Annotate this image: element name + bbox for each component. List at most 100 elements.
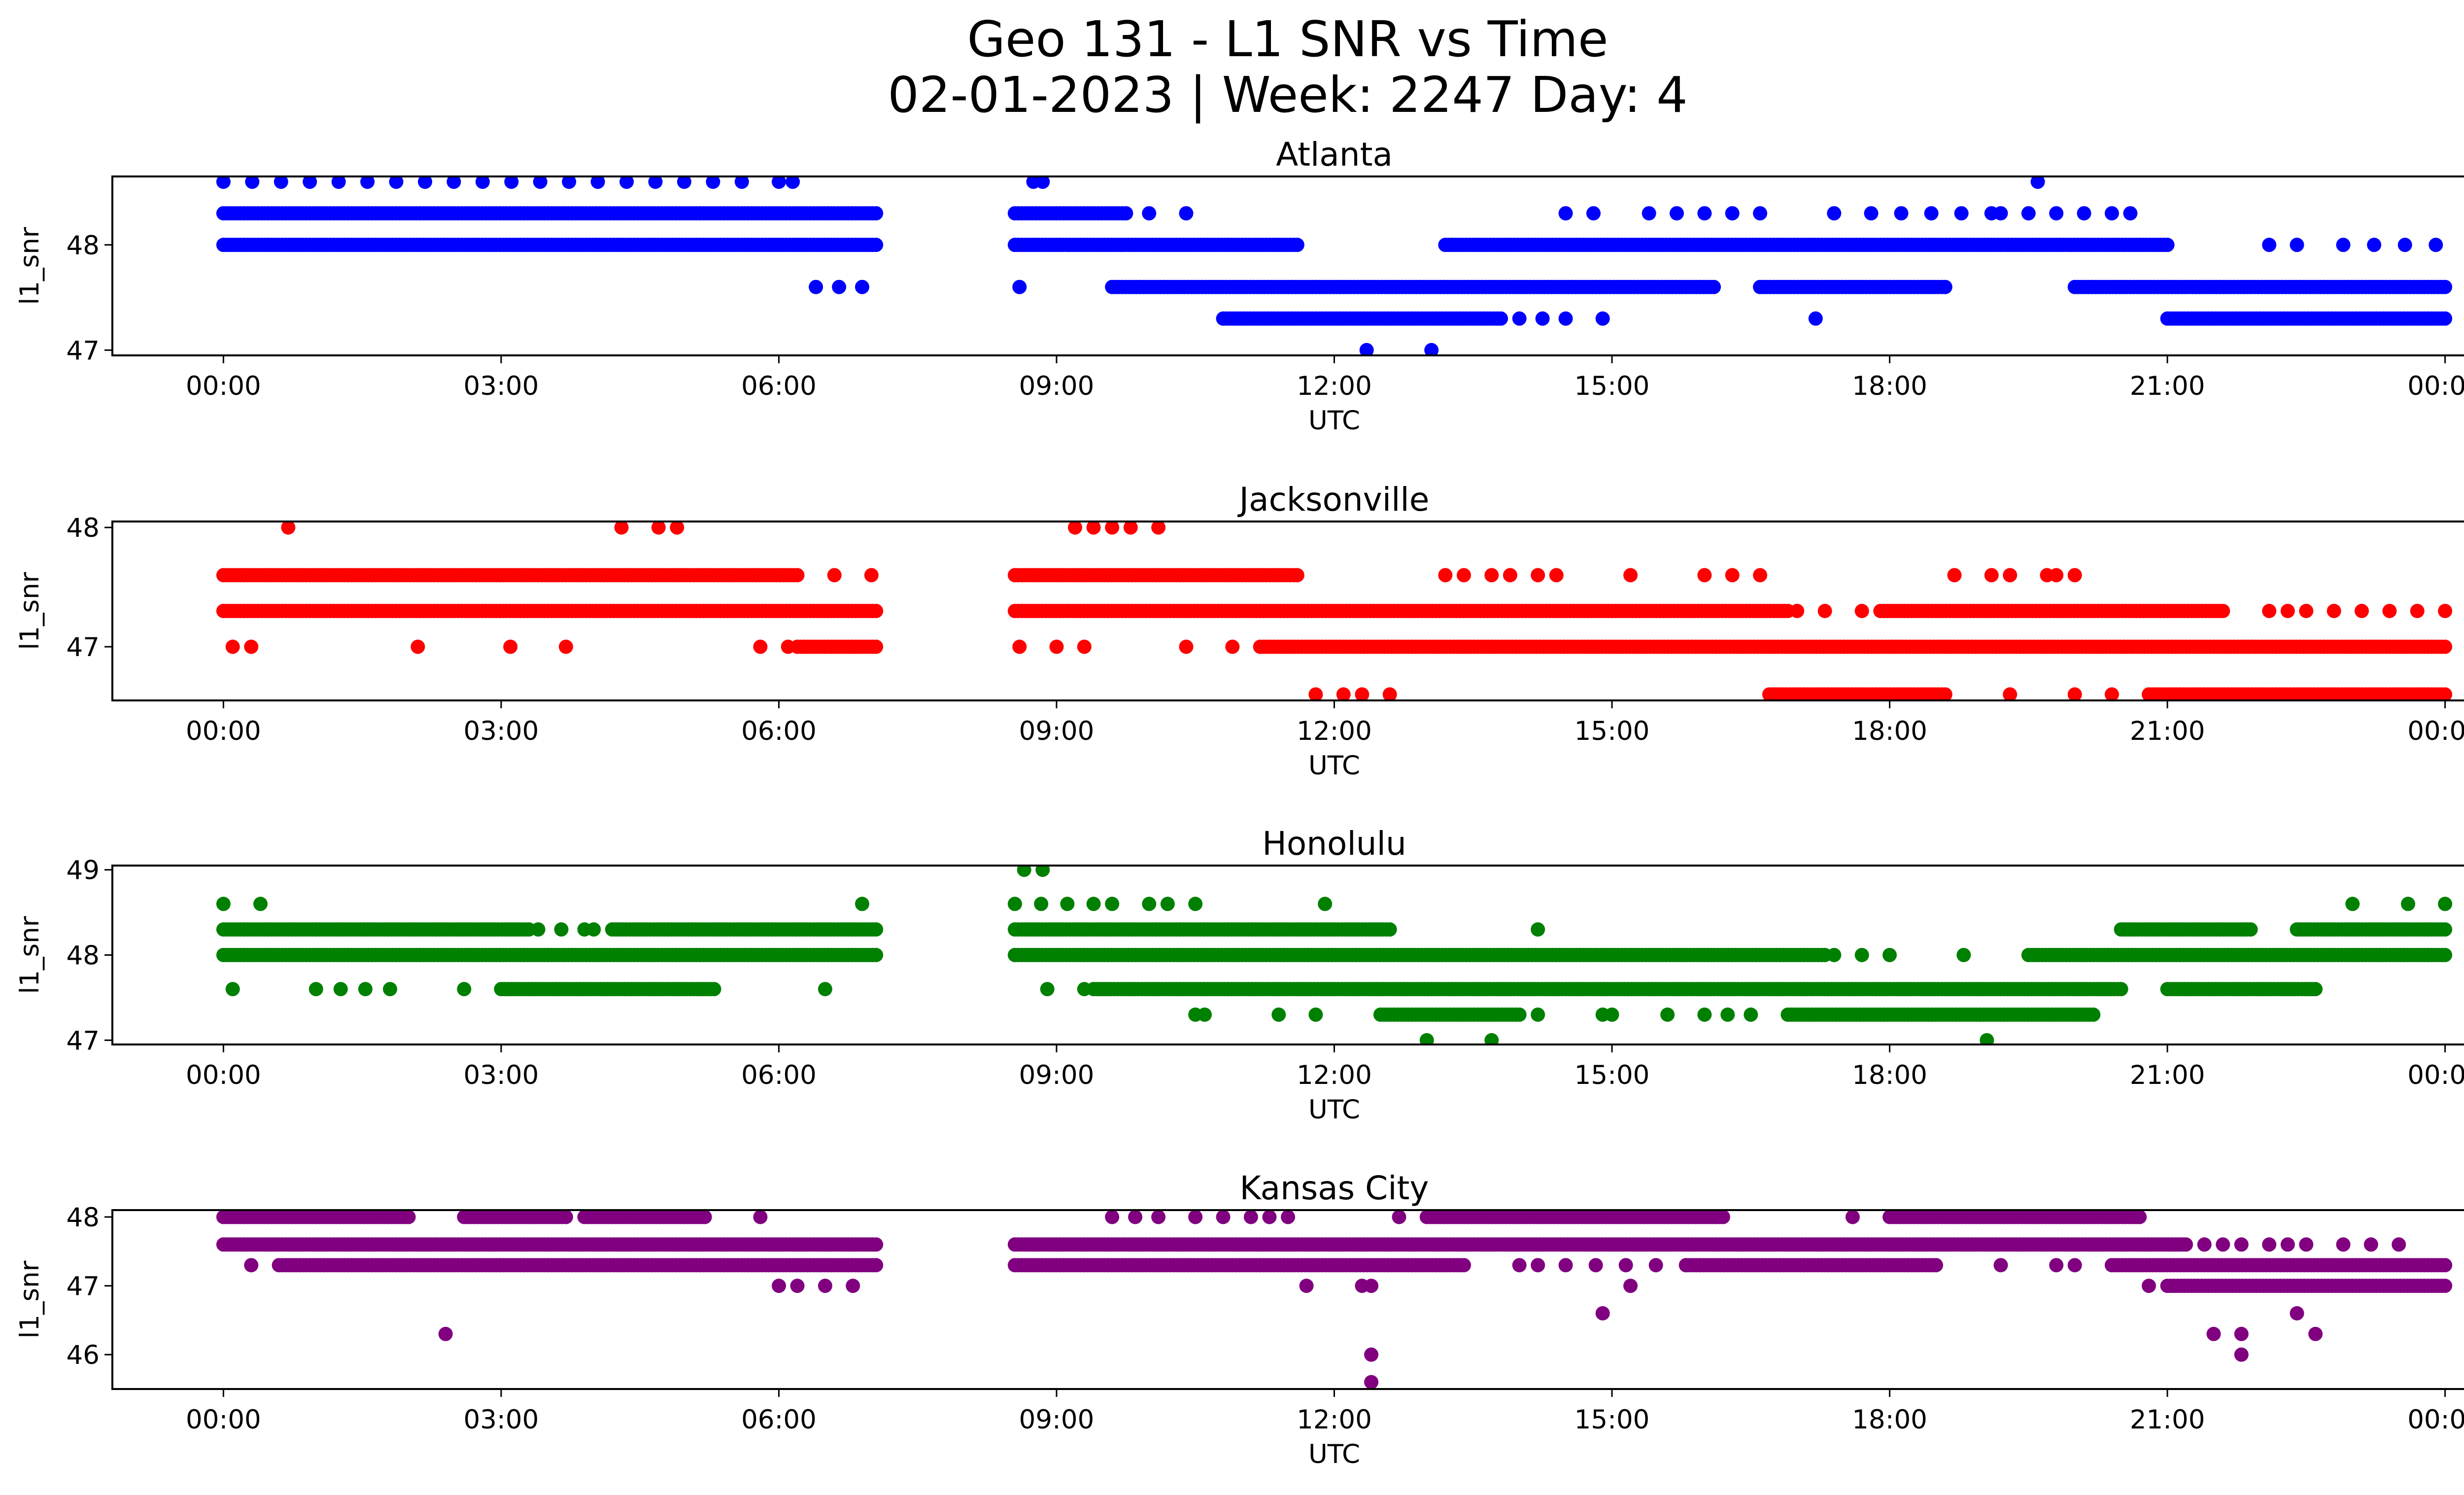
- data-point: [1225, 639, 1240, 654]
- data-point: [2290, 238, 2304, 252]
- x-tick-label: 18:00: [1852, 1060, 1927, 1090]
- data-point: [1503, 568, 1517, 583]
- y-tick-label: 47: [67, 1026, 100, 1056]
- data-point: [1281, 1210, 1296, 1224]
- data-point: [253, 897, 268, 911]
- data-point: [1595, 311, 1610, 326]
- data-point: [790, 568, 805, 583]
- x-tick-label: 12:00: [1297, 1060, 1372, 1090]
- data-point: [648, 176, 663, 189]
- x-tick-label: 09:00: [1019, 716, 1095, 746]
- data-point: [383, 982, 397, 997]
- data-point: [1984, 568, 1999, 583]
- data-point: [1119, 206, 1133, 221]
- snr-level-48-6-points: [216, 897, 2453, 911]
- snr-level-47-6-points: [827, 568, 2082, 583]
- data-point: [1817, 604, 1832, 618]
- data-point: [1938, 279, 1952, 294]
- data-point: [1753, 206, 1768, 221]
- scatter-series-kansas-city: [216, 1210, 2453, 1389]
- data-point: [504, 176, 519, 189]
- data-point: [855, 279, 869, 294]
- data-point: [562, 176, 577, 189]
- data-point: [1012, 279, 1027, 294]
- x-tick-label: 00:00: [186, 716, 261, 746]
- x-tick-label: 06:00: [741, 716, 817, 746]
- data-point: [1864, 206, 1879, 221]
- x-tick-label: 15:00: [1574, 716, 1650, 746]
- snr-level-48-points: [216, 238, 2175, 252]
- data-point: [245, 176, 260, 189]
- data-point: [2355, 604, 2369, 618]
- data-point: [1308, 687, 1323, 700]
- data-point: [707, 982, 721, 997]
- x-tick-label: 18:00: [1852, 716, 1927, 746]
- snr-level-47-points: [225, 639, 1240, 654]
- data-point: [706, 176, 720, 189]
- y-tick-label: 49: [67, 856, 100, 886]
- data-point: [1697, 206, 1712, 221]
- data-point: [1355, 687, 1369, 700]
- data-point: [2114, 982, 2128, 997]
- x-tick-label: 21:00: [2130, 371, 2205, 401]
- data-point: [1068, 522, 1082, 535]
- snr-level-48-points: [1827, 948, 1971, 962]
- snr-level-46-6-points: [1762, 687, 2453, 700]
- data-point: [1017, 866, 1031, 877]
- data-point: [533, 176, 548, 189]
- data-point: [1336, 687, 1351, 700]
- data-point: [1271, 1008, 1286, 1022]
- data-point: [1484, 568, 1499, 583]
- data-point: [1142, 206, 1157, 221]
- data-point: [2021, 206, 2036, 221]
- subplot-title: Jacksonville: [1237, 481, 1430, 519]
- data-point: [1882, 948, 1897, 962]
- data-point: [389, 176, 404, 189]
- snr-level-47-3-points: [216, 604, 1795, 618]
- data-point: [358, 982, 373, 997]
- data-point: [1484, 1033, 1499, 1044]
- figure-subtitle: 02-01-2023 | Week: 2247 Day: 4: [888, 66, 1688, 124]
- data-point: [1012, 639, 1027, 654]
- data-point: [2262, 238, 2277, 252]
- data-point: [827, 568, 842, 583]
- data-point: [1715, 1210, 1730, 1224]
- x-tick-label: 00:00: [186, 1060, 261, 1090]
- data-point: [1980, 1033, 1994, 1044]
- data-point: [1308, 1008, 1323, 1022]
- data-point: [554, 922, 569, 937]
- x-tick-label: 12:00: [1297, 716, 1372, 746]
- data-point: [869, 639, 884, 654]
- data-point: [2438, 948, 2453, 962]
- y-tick-label: 47: [67, 336, 100, 366]
- scatter-series-honolulu: [216, 866, 2453, 1044]
- axes-frame: [111, 175, 2464, 356]
- data-point: [2438, 604, 2453, 618]
- data-point: [2382, 604, 2397, 618]
- data-point: [2067, 568, 2082, 583]
- data-point: [2104, 206, 2119, 221]
- data-point: [855, 897, 869, 911]
- data-point: [2336, 238, 2351, 252]
- data-point: [1035, 866, 1050, 877]
- x-tick-label: 03:00: [464, 1060, 539, 1090]
- scatter-series-atlanta: [216, 176, 2453, 355]
- data-point: [1531, 922, 1545, 937]
- subplot-title: Honolulu: [1262, 825, 1406, 863]
- data-point: [772, 176, 786, 189]
- data-point: [2049, 568, 2064, 583]
- data-point: [2397, 238, 2412, 252]
- snr-level-47-points: [790, 639, 2453, 654]
- data-point: [1924, 206, 1939, 221]
- data-point: [308, 982, 323, 997]
- snr-level-47-3-points: [1790, 604, 1869, 618]
- data-point: [1123, 522, 1138, 535]
- data-point: [2067, 687, 2082, 700]
- data-point: [586, 922, 601, 937]
- x-tick-label: 03:00: [464, 371, 539, 401]
- x-tick-label: 00:00: [2407, 371, 2464, 401]
- snr-level-47-3-points: [1216, 311, 2453, 326]
- data-point: [281, 522, 296, 535]
- data-point: [2299, 604, 2314, 618]
- snr-level-48-points: [216, 1210, 2147, 1224]
